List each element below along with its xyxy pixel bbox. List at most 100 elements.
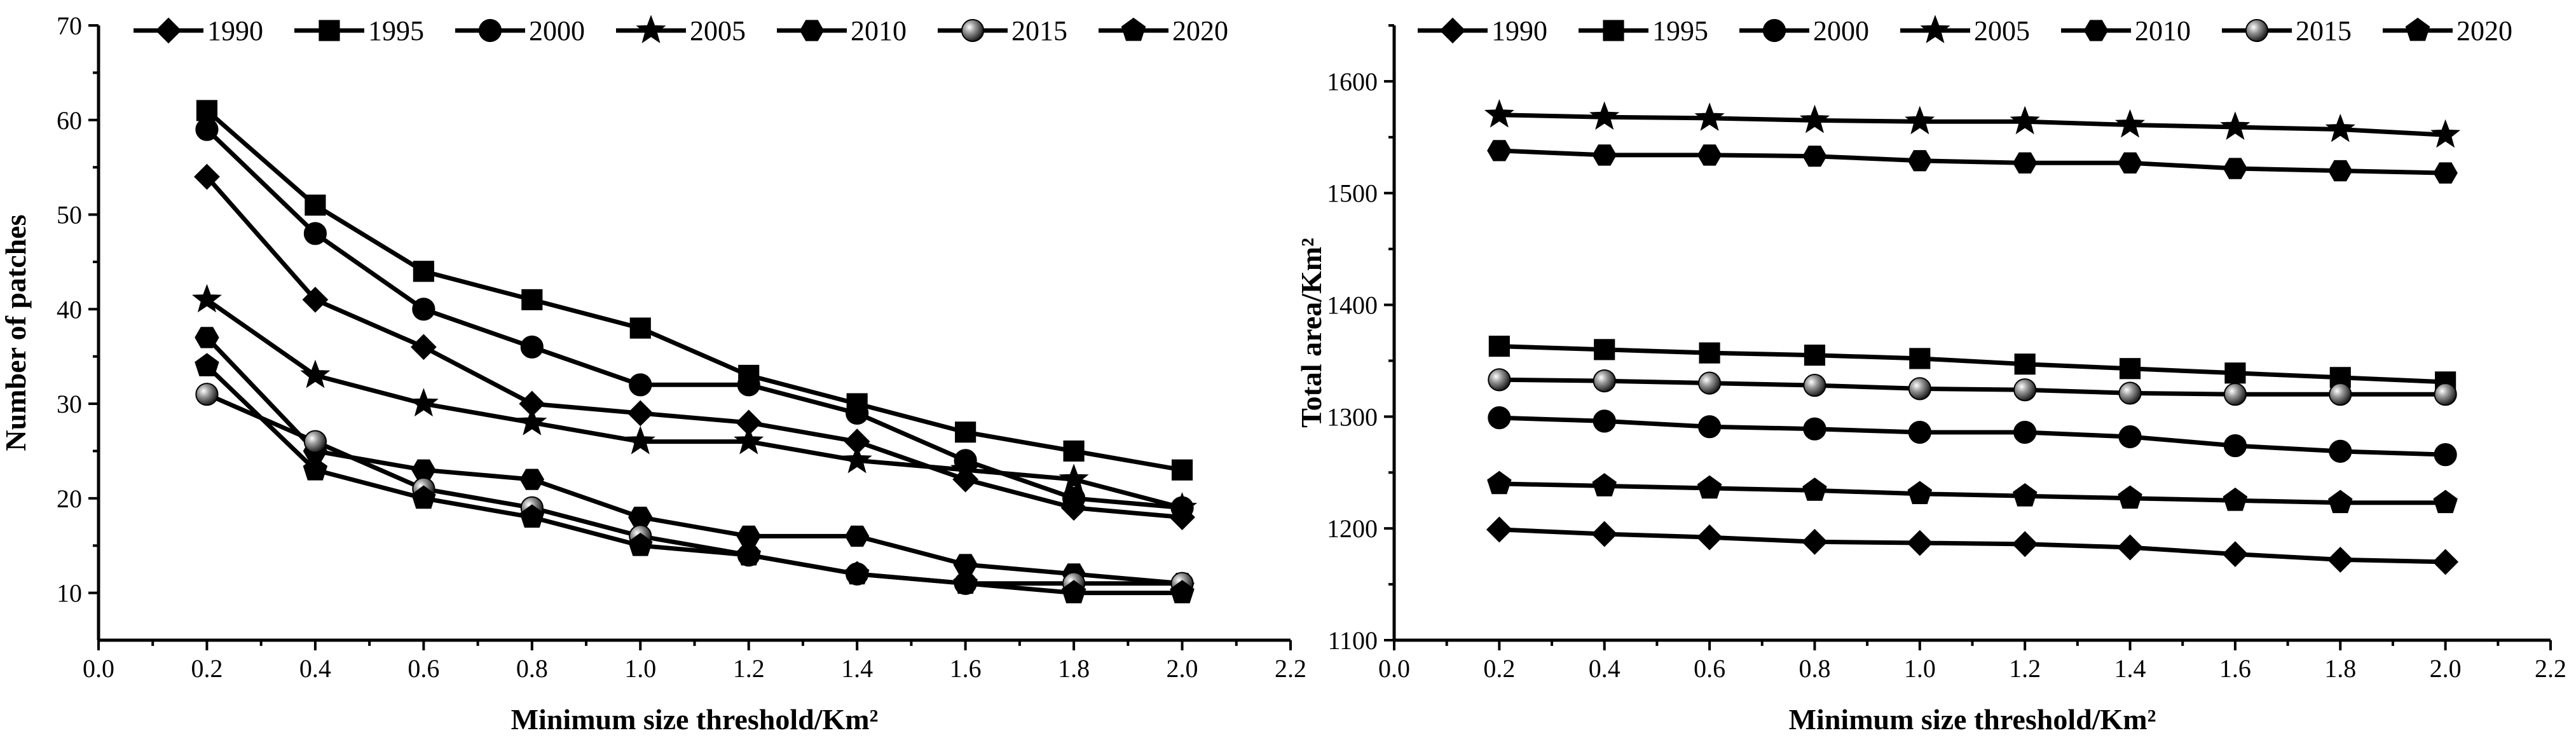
legend-label-2010: 2010 bbox=[2135, 15, 2191, 46]
y-tick-label: 10 bbox=[57, 579, 82, 608]
legend-marker-2020 bbox=[2405, 17, 2430, 41]
data-point-2015 bbox=[2329, 383, 2352, 406]
data-point-2020 bbox=[411, 485, 436, 509]
data-point-2020 bbox=[1487, 470, 1512, 495]
data-point-2010 bbox=[2328, 160, 2353, 182]
legend-label-2010: 2010 bbox=[851, 15, 907, 46]
data-point-2010 bbox=[1592, 144, 1617, 166]
data-point-2005 bbox=[842, 444, 872, 474]
data-point-2020 bbox=[953, 570, 978, 594]
data-point-2015 bbox=[1803, 374, 1826, 397]
x-tick-label: 1.0 bbox=[1904, 654, 1936, 683]
data-point-2005 bbox=[2325, 113, 2355, 142]
data-point-2010 bbox=[1802, 146, 1827, 167]
y-tick-label: 20 bbox=[57, 484, 82, 513]
data-point-2005 bbox=[734, 425, 764, 455]
x-tick-label: 2.2 bbox=[1275, 654, 1306, 683]
data-point-2020 bbox=[1802, 477, 1827, 501]
legend-label-2020: 2020 bbox=[2456, 15, 2512, 46]
series-2005 bbox=[1484, 99, 2461, 148]
data-point-2005 bbox=[2220, 111, 2251, 140]
series-line-2010 bbox=[1499, 148, 2446, 175]
data-point-2000 bbox=[2223, 434, 2247, 458]
y-axis-title: Total area/Km² bbox=[1295, 238, 1327, 428]
data-point-2020 bbox=[195, 353, 219, 376]
data-point-2005 bbox=[1694, 102, 1725, 131]
x-tick-label: 0.6 bbox=[408, 654, 439, 683]
data-point-2015 bbox=[2434, 383, 2457, 406]
data-point-2010 bbox=[2118, 152, 2142, 174]
y-tick-label: 1100 bbox=[1327, 626, 1378, 655]
x-tick-label: 1.8 bbox=[1058, 654, 1090, 683]
series-line-1990 bbox=[205, 175, 1182, 520]
y-tick-label: 1200 bbox=[1327, 514, 1378, 543]
data-point-2015 bbox=[1488, 368, 1511, 392]
x-tick-label: 0.0 bbox=[1378, 654, 1410, 683]
y-tick-label: 1400 bbox=[1327, 291, 1378, 320]
legend-marker-2010 bbox=[2083, 20, 2109, 41]
data-point-1990 bbox=[2117, 534, 2143, 561]
x-tick-label: 1.4 bbox=[841, 654, 873, 683]
legend-label-2005: 2005 bbox=[1974, 15, 2030, 46]
legend-marker-1995 bbox=[1603, 20, 1624, 41]
data-point-2010 bbox=[519, 469, 545, 490]
data-point-1990 bbox=[302, 287, 329, 313]
data-point-1990 bbox=[1907, 530, 1933, 556]
legend-label-2000: 2000 bbox=[529, 15, 585, 46]
x-tick-label: 2.2 bbox=[2535, 654, 2566, 683]
left-chart-patches: 0.0 0.2 0.4 0.6 0.8 1.0 1.2 1.4 1.6 1.8 2.0 2.2 10 20… bbox=[0, 11, 1306, 736]
data-point-2020 bbox=[1170, 580, 1195, 603]
data-point-2000 bbox=[846, 401, 869, 425]
legend-label-1990: 1990 bbox=[1491, 15, 1547, 46]
series-line-2010 bbox=[205, 336, 1182, 586]
x-tick-label: 0.0 bbox=[83, 654, 114, 683]
data-point-1990 bbox=[2327, 546, 2353, 573]
legend-label-1990: 1990 bbox=[207, 15, 263, 46]
data-point-1990 bbox=[627, 400, 654, 427]
y-tick-label: 70 bbox=[57, 11, 82, 40]
legend-marker-2000 bbox=[1762, 18, 1786, 43]
series-line-2015 bbox=[1499, 377, 2446, 397]
legend-marker-2005 bbox=[1920, 15, 1950, 44]
data-point-1995 bbox=[2014, 353, 2036, 375]
y-tick-label: 1300 bbox=[1327, 402, 1378, 431]
legend: 1990 1995 2000 2005 2010 2015 2020 bbox=[1418, 15, 2512, 46]
series-2005 bbox=[191, 284, 1198, 521]
series-2015 bbox=[1488, 368, 2457, 406]
series-2020 bbox=[195, 353, 1195, 603]
data-point-2000 bbox=[2118, 425, 2142, 449]
data-point-1995 bbox=[2119, 358, 2141, 380]
data-point-1995 bbox=[305, 195, 326, 216]
y-tick-label: 50 bbox=[57, 201, 82, 230]
data-point-2005 bbox=[300, 359, 331, 388]
data-point-1990 bbox=[1802, 528, 1828, 555]
legend-marker-1995 bbox=[319, 20, 340, 41]
y-tick-label: 30 bbox=[57, 390, 82, 418]
data-point-2005 bbox=[408, 388, 439, 417]
data-point-1990 bbox=[2222, 541, 2249, 568]
data-point-1995 bbox=[521, 289, 543, 311]
data-point-1995 bbox=[1171, 459, 1193, 481]
data-point-2020 bbox=[2223, 487, 2248, 511]
data-point-2005 bbox=[1799, 104, 1830, 134]
y-tick-label: 1500 bbox=[1327, 179, 1378, 208]
x-axis-title: Minimum size threshold/Km² bbox=[511, 703, 879, 736]
legend-marker-2005 bbox=[636, 15, 666, 44]
data-point-2020 bbox=[1592, 473, 1617, 497]
data-point-2010 bbox=[2433, 162, 2458, 184]
x-tick-label: 0.8 bbox=[1798, 654, 1830, 683]
data-point-2005 bbox=[517, 407, 547, 435]
x-tick-label: 0.4 bbox=[299, 654, 331, 683]
data-point-2005 bbox=[1058, 463, 1089, 493]
legend-label-2000: 2000 bbox=[1813, 15, 1869, 46]
x-tick-label: 2.0 bbox=[2430, 654, 2462, 683]
x-tick-label: 0.8 bbox=[516, 654, 548, 683]
x-tick-label: 0.6 bbox=[1694, 654, 1725, 683]
legend-marker-2010 bbox=[799, 20, 825, 41]
data-point-2000 bbox=[1488, 406, 1511, 430]
series-2000 bbox=[195, 118, 1194, 519]
data-point-2015 bbox=[2013, 378, 2037, 402]
legend-label-1995: 1995 bbox=[1652, 15, 1708, 46]
data-point-2020 bbox=[736, 542, 761, 566]
legend-marker-2000 bbox=[478, 18, 502, 43]
